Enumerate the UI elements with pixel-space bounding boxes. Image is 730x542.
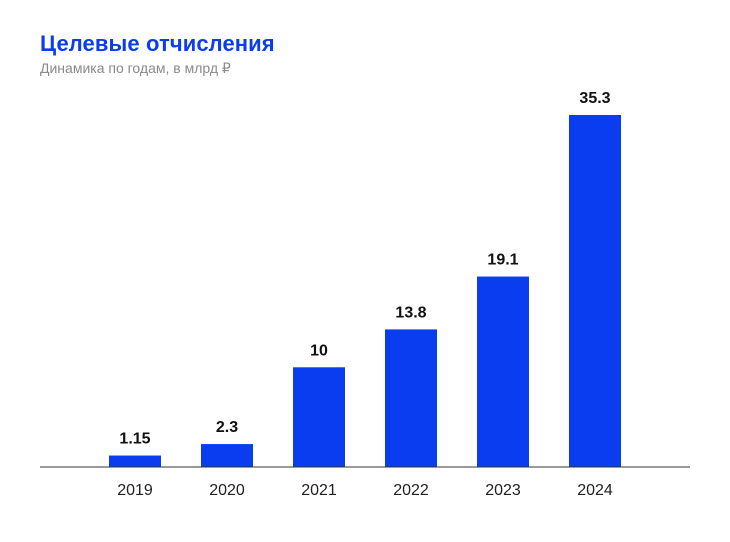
bar-2021 (293, 367, 345, 467)
bar-2019 (109, 455, 161, 467)
x-tick-label-2020: 2020 (209, 482, 245, 499)
chart-title: Целевые отчисления (40, 31, 275, 56)
bar-2020 (201, 444, 253, 467)
value-labels-group: 1.15 2.3 10 13.8 19.1 35.3 (119, 90, 610, 448)
x-tick-label-2021: 2021 (301, 482, 337, 499)
x-tick-label-2023: 2023 (485, 482, 521, 499)
value-label-2020: 2.3 (216, 419, 238, 436)
chart-subtitle: Динамика по годам, в млрд ₽ (40, 60, 231, 76)
value-label-2023: 19.1 (487, 252, 518, 269)
value-label-2019: 1.15 (119, 431, 150, 448)
bar-2023 (477, 276, 529, 467)
bar-2022 (385, 329, 437, 467)
x-tick-labels-group: 2019 2020 2021 2022 2023 2024 (117, 482, 613, 499)
x-tick-label-2022: 2022 (393, 482, 429, 499)
bars-group (109, 115, 621, 467)
value-label-2024: 35.3 (579, 90, 610, 107)
x-tick-label-2019: 2019 (117, 482, 153, 499)
value-label-2022: 13.8 (395, 304, 426, 321)
x-tick-label-2024: 2024 (577, 482, 613, 499)
bar-2024 (569, 115, 621, 467)
value-label-2021: 10 (310, 342, 328, 359)
